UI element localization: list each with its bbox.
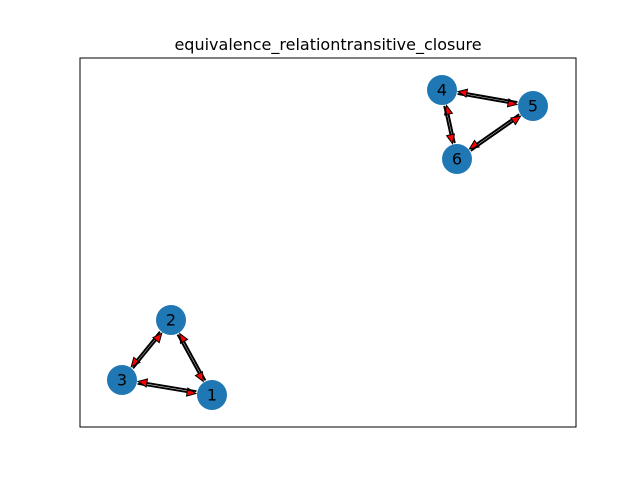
arrowhead-4-6 — [445, 133, 456, 145]
node-label-1: 1 — [207, 386, 217, 405]
node-label-4: 4 — [437, 81, 447, 100]
arrowhead-1-3 — [136, 378, 149, 388]
arrowhead-5-4 — [456, 88, 469, 98]
node-2 — [156, 305, 186, 335]
edge-2-1 — [176, 334, 202, 377]
nodes-layer: 1 2 3 4 5 6 — [107, 75, 548, 410]
node-6 — [442, 144, 472, 174]
node-1 — [197, 380, 227, 410]
arrowhead-2-1 — [194, 370, 204, 383]
node-label-3: 3 — [117, 371, 127, 390]
edges-layer — [130, 88, 522, 397]
arrowhead-3-2 — [152, 332, 163, 344]
node-5 — [518, 91, 548, 121]
edge-3-2 — [132, 337, 159, 370]
node-label-5: 5 — [528, 97, 538, 116]
edge-5-4 — [463, 91, 518, 104]
node-4 — [427, 75, 457, 105]
edge-1-3 — [143, 381, 197, 393]
plot-frame — [79, 57, 577, 428]
node-3 — [107, 365, 137, 395]
node-label-2: 2 — [166, 311, 176, 330]
edge-6-5 — [470, 118, 517, 152]
edge-4-6 — [443, 105, 453, 138]
node-label-6: 6 — [452, 150, 462, 169]
figure-title: equivalence_relationtransitive_closure — [174, 35, 481, 55]
arrowhead-6-5 — [510, 115, 522, 126]
